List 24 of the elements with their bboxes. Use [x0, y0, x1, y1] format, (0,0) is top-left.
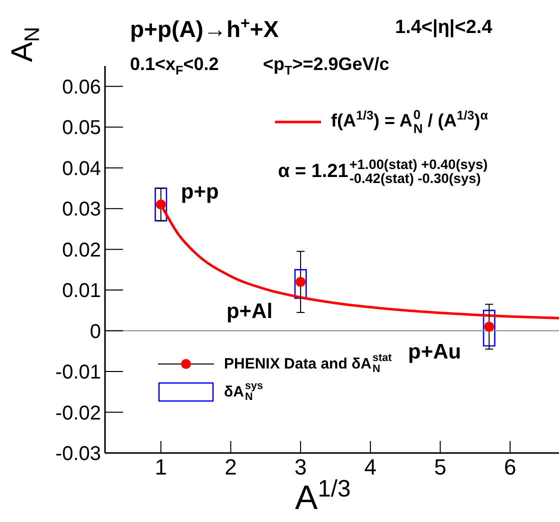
x-tick-label: 2 [224, 454, 237, 480]
y-tick-label: 0.04 [62, 158, 101, 180]
y-tick-label: 0.02 [62, 239, 101, 262]
annotation: p+Au [408, 340, 462, 364]
annotation: p+p [180, 180, 219, 204]
annotation: p+Al [226, 300, 273, 323]
y-tick-label: -0.01 [55, 362, 101, 384]
y-tick-label: -0.03 [55, 443, 101, 466]
y-tick-label: 0.06 [62, 76, 101, 98]
x-tick-label: 5 [434, 454, 446, 480]
y-tick-label: 0.03 [62, 198, 101, 221]
y-tick-label: 0.05 [62, 117, 101, 140]
y-tick-label: 0.01 [62, 280, 101, 302]
y-tick-label: -0.02 [55, 402, 101, 424]
chart-title: p+p(A)→h$^{+}$+X [130, 14, 279, 42]
x-tick-label: 1 [154, 454, 167, 480]
x-tick-label: 6 [504, 454, 516, 480]
y-tick-label: 0 [90, 320, 101, 343]
x-tick-label: 4 [364, 454, 377, 480]
annotation: <p$_{T}$>=2.9GeV/c [263, 54, 390, 78]
annotation: 0.1<x$_{F}$<0.2 [130, 54, 219, 78]
bar [294, 269, 307, 299]
bar [482, 310, 496, 347]
text: 1.4<|η|<2.4 [395, 17, 492, 38]
